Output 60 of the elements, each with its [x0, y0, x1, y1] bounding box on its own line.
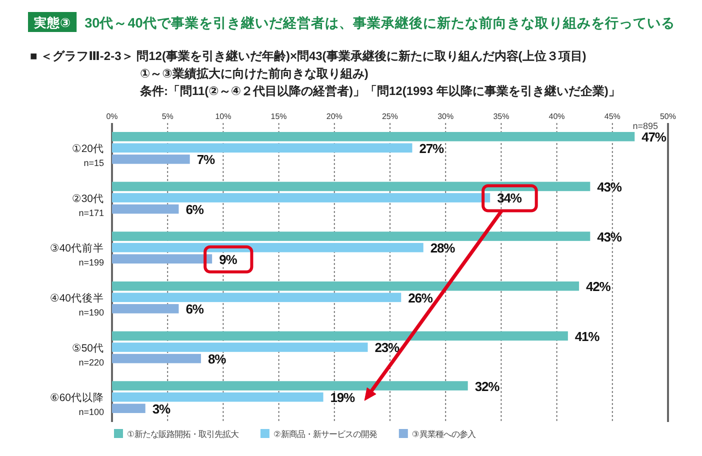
x-tick-label: 30%: [438, 112, 454, 121]
bar: [112, 204, 179, 214]
data-label: 8%: [208, 352, 227, 367]
data-label: 3%: [152, 401, 171, 416]
x-tick-label: 25%: [382, 112, 398, 121]
data-label: 47%: [642, 130, 667, 145]
x-tick-label: 20%: [326, 112, 342, 121]
bar: [112, 132, 635, 142]
x-tick-label: 40%: [548, 112, 565, 121]
legend-label: ③異業種への参入: [412, 429, 476, 439]
bar: [112, 281, 580, 291]
annotation: n=895: [632, 121, 658, 131]
data-label: 26%: [408, 290, 434, 306]
bar: [112, 292, 402, 302]
bar: [112, 143, 412, 153]
data-label: 28%: [430, 240, 456, 256]
bar: [112, 392, 324, 402]
data-label: 42%: [586, 279, 612, 294]
x-tick-label: 0%: [106, 112, 118, 121]
bar: [112, 242, 424, 252]
bar: [112, 381, 468, 390]
y-tick-label: ②30代 n=171: [72, 192, 104, 218]
legend-label: ②新商品・新サービスの開発: [273, 429, 377, 439]
legend-label: ①新たな販路開拓・取引先拡大: [127, 429, 238, 439]
y-tick-label: ③40代前半 n=199: [50, 242, 104, 268]
bar: [112, 331, 568, 341]
data-label: 7%: [196, 152, 216, 168]
data-label: 23%: [374, 340, 400, 356]
y-tick-label: ④40代後半 n=190: [50, 292, 104, 318]
data-label: 9%: [219, 252, 238, 267]
x-tick-label: 45%: [604, 112, 620, 121]
data-label: 34%: [497, 190, 522, 206]
bar: [112, 154, 190, 164]
bar: [112, 304, 179, 314]
bar: [112, 232, 590, 241]
x-tick-label: 50%: [660, 112, 676, 121]
badge: 実態③: [28, 12, 77, 32]
x-tick-label: 35%: [493, 112, 510, 121]
x-tick-label: 15%: [270, 112, 287, 121]
data-label: 32%: [474, 378, 500, 394]
chart-subtitle: ■ ＜グラフⅢ-2-3＞ 問12(事業を引き継いだ年齢)×問43(事業承継後に新たに取り組んだ内容(上位３項目) ①～③業績拡大に向けた前向きな取り組み) 条件:「問11(②～④２代目以降の経営者)」「問12(1993 年以降に事業を引き継いだ企業)」: [30, 49, 620, 98]
chart-title: 30代～40代で事業を引き継いだ経営者は、事業承継後に新たな前向きな取り組みを行っている: [84, 14, 675, 30]
x-tick-label: 5%: [162, 112, 174, 121]
y-tick-label: ⑤50代 n=220: [72, 342, 104, 368]
bar: [112, 404, 146, 414]
data-label: 19%: [330, 390, 356, 406]
bar: [112, 342, 368, 352]
data-label: 43%: [597, 229, 622, 244]
data-label: 6%: [186, 302, 204, 317]
bar: [112, 182, 590, 192]
data-label: 41%: [574, 328, 600, 344]
x-tick-label: 10%: [215, 112, 232, 121]
data-label: 6%: [186, 202, 204, 218]
bar: [112, 254, 212, 264]
bar: [112, 354, 201, 364]
data-label: 27%: [419, 140, 444, 156]
y-tick-label: ①20代 n=15: [72, 143, 104, 168]
data-label: 43%: [597, 179, 622, 194]
y-tick-label: ⑥60代以降 n=100: [50, 391, 104, 418]
bar: [112, 193, 490, 202]
